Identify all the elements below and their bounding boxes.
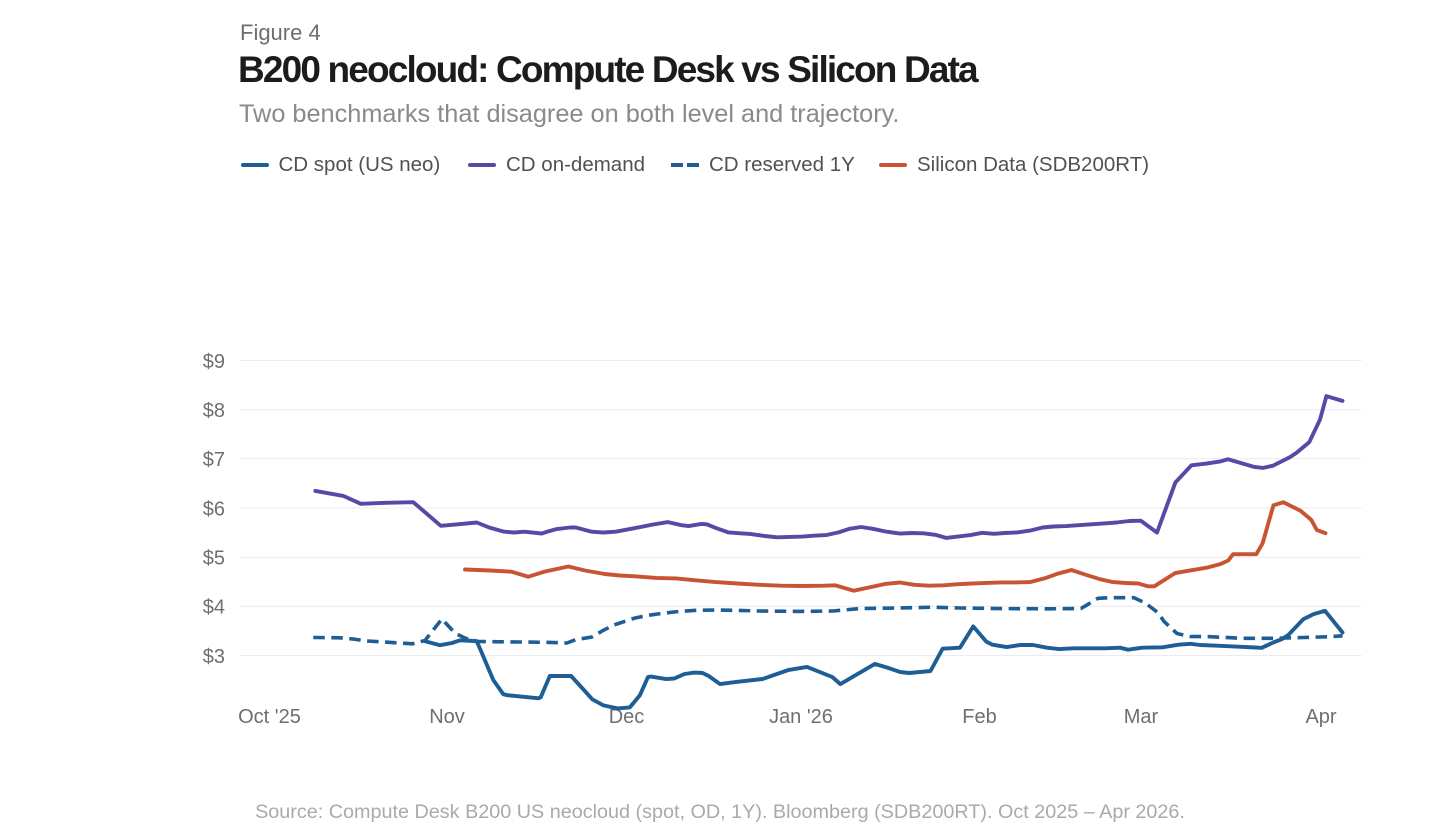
svg-text:Feb: Feb xyxy=(962,706,996,728)
svg-text:Nov: Nov xyxy=(429,706,465,728)
svg-text:$8: $8 xyxy=(203,400,225,422)
svg-text:Oct '25: Oct '25 xyxy=(238,706,301,728)
svg-text:Apr: Apr xyxy=(1305,706,1336,728)
svg-text:Mar: Mar xyxy=(1124,706,1159,728)
svg-text:Jan '26: Jan '26 xyxy=(769,706,833,728)
svg-text:$9: $9 xyxy=(203,351,225,373)
svg-text:$5: $5 xyxy=(203,548,225,570)
svg-text:$4: $4 xyxy=(203,597,225,619)
svg-text:$7: $7 xyxy=(203,449,225,471)
svg-text:Dec: Dec xyxy=(609,706,645,728)
svg-text:$3: $3 xyxy=(203,646,225,668)
svg-text:$6: $6 xyxy=(203,498,225,520)
